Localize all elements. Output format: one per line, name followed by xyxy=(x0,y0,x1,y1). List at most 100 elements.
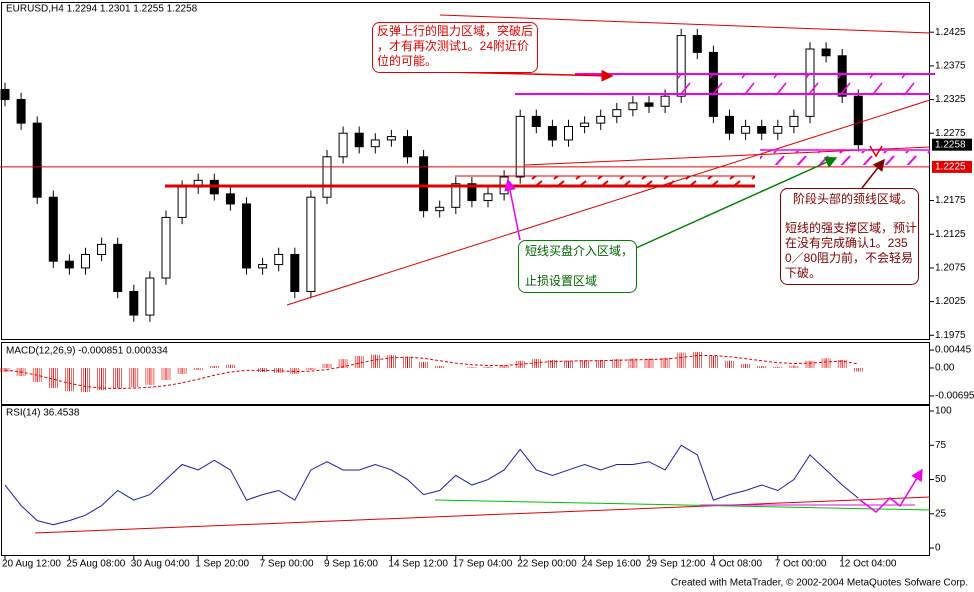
candle-body xyxy=(628,102,638,111)
x-tick-label: 1 Sep 20:00 xyxy=(195,559,249,570)
x-tick-label: 9 Sep 16:00 xyxy=(324,559,378,570)
annotation-box xyxy=(780,188,919,285)
candle-body xyxy=(354,132,364,148)
price-frame xyxy=(1,2,930,340)
candle-body xyxy=(853,95,863,146)
v-mark xyxy=(869,145,883,158)
macd-signal xyxy=(4,354,859,389)
candle-body xyxy=(547,125,557,141)
candle-body xyxy=(64,260,74,269)
y-tick-label: 0.00 xyxy=(935,363,955,374)
candle-body xyxy=(403,136,412,158)
candle-body xyxy=(338,132,348,158)
annotation-text: 0／80阻力前，不会轻易 xyxy=(785,250,913,265)
annotation-text: 短线买盘介入区域， xyxy=(525,243,633,258)
candle-body xyxy=(16,99,26,124)
y-tick-label: 1.2425 xyxy=(935,27,966,38)
x-tick-label: 24 Sep 16:00 xyxy=(582,559,642,570)
panel-title: RSI(14) 36.4538 xyxy=(6,408,80,419)
candle-body xyxy=(161,216,171,279)
y-tick-label: 1.2025 xyxy=(935,296,966,307)
y-tick-label: 25 xyxy=(935,508,947,519)
y-tick-label: 75 xyxy=(935,440,947,451)
footer: Created with MetaTrader, © 2002-2004 Met… xyxy=(671,578,968,589)
x-tick-label: 12 Oct 04:00 xyxy=(839,559,897,570)
y-tick-label: 0 xyxy=(935,543,941,554)
panel-title: MACD(12,26,9) -0.000851 0.000334 xyxy=(6,346,168,357)
annotation-text: 反弹上行的阻力区域，突破后 xyxy=(377,23,533,38)
candle-body xyxy=(483,193,493,202)
y-tick-label: 100 xyxy=(935,406,952,417)
candle-body xyxy=(435,206,445,212)
level-label-bg xyxy=(932,160,972,173)
last-price-label: 1.2258 xyxy=(935,139,966,150)
candle-body xyxy=(644,102,654,107)
candle-body xyxy=(692,35,702,53)
rsi-frame xyxy=(1,405,930,556)
annotation-box xyxy=(518,240,637,293)
panel-title: EURUSD,H4 1.2294 1.2301 1.2255 1.2258 xyxy=(6,4,198,15)
hatched-zone xyxy=(520,176,755,186)
candle-body xyxy=(225,193,235,205)
x-tick-label: 25 Aug 08:00 xyxy=(66,559,125,570)
candle-body xyxy=(676,35,686,97)
arrow xyxy=(504,178,521,241)
x-tick-label: 17 Sep 04:00 xyxy=(453,559,513,570)
x-tick-label: 22 Sep 00:00 xyxy=(517,559,577,570)
candle-body xyxy=(145,277,155,316)
drawing-objects xyxy=(34,14,935,534)
arrow xyxy=(635,156,838,249)
candle-body xyxy=(419,156,429,212)
y-tick-label: 0.00445 xyxy=(935,345,972,356)
candle-body xyxy=(258,264,268,269)
y-tick-label: 50 xyxy=(935,474,947,485)
hatched-zone xyxy=(760,151,930,165)
y-tick-label: 1.2325 xyxy=(935,94,966,105)
y-tick-label: 1.2125 xyxy=(935,229,966,240)
y-tick-label: 1.2375 xyxy=(935,61,966,72)
trend-line xyxy=(439,14,931,34)
y-tick-label: 1.2075 xyxy=(935,263,966,274)
y-tick-label: 1.2175 xyxy=(935,195,966,206)
annotation-text: 阶段头部的颈线区域。 xyxy=(793,191,913,206)
trend-line xyxy=(286,99,931,306)
panel-frames xyxy=(1,2,930,556)
rsi-trend-line xyxy=(34,496,931,534)
y-tick-label: 1.1975 xyxy=(935,330,966,341)
candle-body xyxy=(612,109,622,117)
candle-body xyxy=(274,253,284,266)
candle-body xyxy=(386,136,396,141)
annotation-text: ，才有再次测试1。24附近价 xyxy=(377,38,529,53)
candle-body xyxy=(757,125,767,134)
annotation-box xyxy=(372,22,538,73)
candle-body xyxy=(725,115,734,134)
x-tick-label: 7 Sep 00:00 xyxy=(260,559,314,570)
x-tick-label: 4 Oct 08:00 xyxy=(710,559,762,570)
candle-body xyxy=(370,139,380,148)
candle-body xyxy=(0,88,10,101)
candle-body xyxy=(821,48,831,57)
candle-body xyxy=(515,115,525,178)
annotation-text: 短线的强支撑区域，预计 xyxy=(785,220,917,235)
last-price-bg xyxy=(932,138,972,151)
annotation-text: 止损设置区域 xyxy=(525,274,597,288)
annotation-text: 下破。 xyxy=(785,265,821,280)
candle-body xyxy=(113,243,123,293)
candle-body xyxy=(467,183,477,202)
arrow xyxy=(861,158,885,189)
candle-body xyxy=(48,196,58,262)
rsi-line xyxy=(4,444,859,526)
candle-body xyxy=(451,183,461,208)
candle-body xyxy=(129,291,139,316)
annotations: 反弹上行的阻力区域，突破后，才有再次测试1。24附近价位的可能。阶段头部的颈线区… xyxy=(377,23,917,288)
candle-body xyxy=(177,186,187,218)
y-tick-label: 1.2275 xyxy=(935,128,966,139)
candle-body xyxy=(741,125,751,134)
candle-body xyxy=(81,253,90,269)
x-tick-label: 30 Aug 04:00 xyxy=(131,559,190,570)
rsi-trend-line xyxy=(434,499,931,511)
x-tick-label: 7 Oct 00:00 xyxy=(775,559,827,570)
candle-body xyxy=(32,122,42,198)
